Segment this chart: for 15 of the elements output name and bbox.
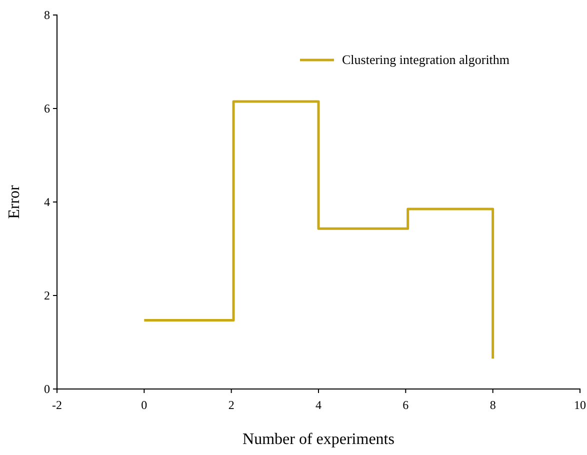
y-tick-label: 6: [44, 101, 50, 116]
x-tick-label: 6: [402, 398, 409, 412]
x-tick-label: 8: [490, 398, 496, 412]
y-tick-label: 2: [44, 288, 50, 302]
legend-label: Clustering integration algorithm: [342, 52, 510, 67]
x-axis-title: Number of experiments: [242, 431, 394, 448]
y-tick-label: 4: [44, 194, 50, 209]
x-tick-label: -2: [52, 398, 62, 412]
x-tick-label: 0: [141, 398, 148, 412]
y-tick-label: 0: [44, 382, 50, 396]
y-axis-title: Error: [6, 184, 23, 219]
x-tick-label: 10: [574, 398, 586, 412]
x-tick-label: 2: [228, 398, 234, 412]
x-tick-label: 4: [316, 398, 322, 412]
y-tick-label: 8: [44, 8, 50, 22]
